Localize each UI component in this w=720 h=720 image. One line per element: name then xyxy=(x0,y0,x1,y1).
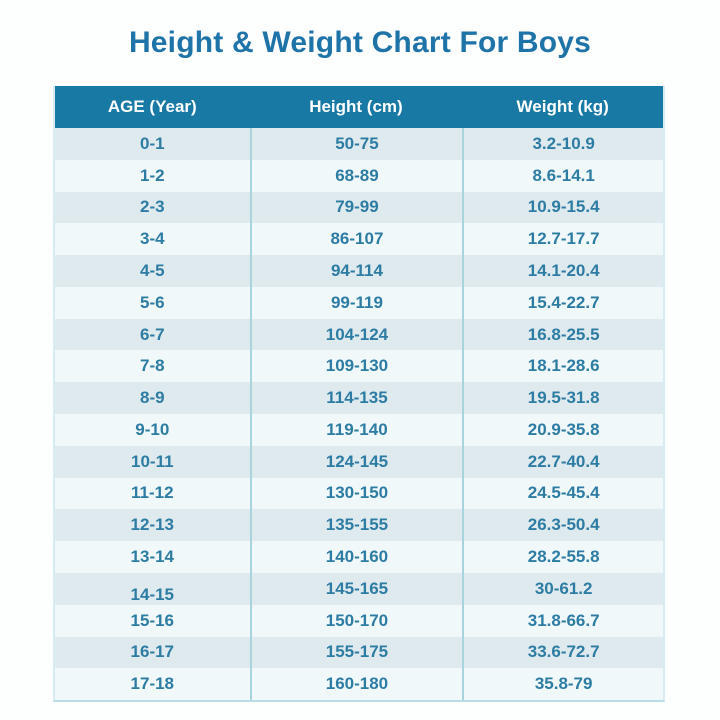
weight-cell: 8.6-14.1 xyxy=(462,159,663,192)
age-cell: 14-15 xyxy=(130,584,175,604)
height-cell: 50-75 xyxy=(249,128,463,160)
height-cell: 160-180 xyxy=(249,668,463,701)
column-header-weight: Weight (kg) xyxy=(516,97,609,116)
weight-cell: 30-61.2 xyxy=(462,572,663,605)
age-cell: 10-11 xyxy=(131,451,174,471)
weight-cell: 19.5-31.8 xyxy=(462,382,663,415)
weight-cell: 22.7-40.4 xyxy=(462,445,663,478)
age-cell: 9-10 xyxy=(135,419,170,439)
age-cell: 2-3 xyxy=(139,197,165,217)
age-cell: 8-9 xyxy=(139,388,165,408)
age-cell: 13-14 xyxy=(130,547,175,567)
weight-cell: 14.1-20.4 xyxy=(462,255,663,287)
column-header-age: AGE (Year) xyxy=(107,97,197,116)
weight-cell: 3.2-10.9 xyxy=(462,128,663,160)
age-cell: 1-2 xyxy=(139,165,165,185)
weight-cell: 16.8-25.5 xyxy=(462,318,663,351)
weight-cell: 24.5-45.4 xyxy=(462,477,663,510)
table-row: 16-17 155-175 33.6-72.7 xyxy=(55,636,663,669)
table-row: 15-16 150-170 31.8-66.7 xyxy=(55,604,663,637)
age-cell: 15-16 xyxy=(130,610,175,630)
weight-cell: 18.1-28.6 xyxy=(462,350,663,383)
height-cell: 79-99 xyxy=(249,191,463,224)
height-cell: 114-135 xyxy=(249,382,463,415)
height-cell: 135-155 xyxy=(249,509,463,542)
weight-cell: 28.2-55.8 xyxy=(462,541,663,573)
weight-cell: 15.4-22.7 xyxy=(462,286,663,319)
age-cell: 11-12 xyxy=(131,483,174,503)
weight-cell: 12.7-17.7 xyxy=(462,223,663,256)
table-row: 7-8 109-130 18.1-28.6 xyxy=(55,350,663,383)
height-cell: 140-160 xyxy=(249,541,463,573)
height-cell: 94-114 xyxy=(249,255,463,287)
weight-cell: 20.9-35.8 xyxy=(462,414,663,446)
age-cell: 5-6 xyxy=(139,292,165,312)
table-row: 5-6 99-119 15.4-22.7 xyxy=(55,286,663,319)
weight-cell: 35.8-79 xyxy=(462,668,663,701)
height-cell: 109-130 xyxy=(249,350,463,383)
table-row: 17-18 160-180 35.8-79 xyxy=(55,668,663,701)
table-row: 4-5 94-114 14.1-20.4 xyxy=(55,255,663,287)
height-cell: 150-170 xyxy=(249,604,463,637)
height-cell: 99-119 xyxy=(249,286,463,319)
table-row: 8-9 114-135 19.5-31.8 xyxy=(55,382,663,415)
table-row: 14-15 145-165 30-61.2 xyxy=(55,572,663,605)
height-weight-table: AGE (Year) Height (cm) Weight (kg) 0-1 50… xyxy=(53,86,665,702)
table-body: 0-1 50-75 3.2-10.9 1-2 68-89 8.6-14.1 2-3 79-99… xyxy=(55,128,663,701)
weight-cell: 10.9-15.4 xyxy=(462,191,663,224)
table-row: 13-14 140-160 28.2-55.8 xyxy=(55,541,663,573)
weight-cell: 31.8-66.7 xyxy=(462,604,663,637)
table-row: 2-3 79-99 10.9-15.4 xyxy=(55,191,663,224)
height-cell: 68-89 xyxy=(249,159,463,192)
height-cell: 145-165 xyxy=(249,572,463,605)
table-row: 11-12 130-150 24.5-45.4 xyxy=(55,477,663,510)
table-row: 3-4 86-107 12.7-17.7 xyxy=(55,223,663,256)
age-cell: 17-18 xyxy=(130,674,175,694)
table-row: 12-13 135-155 26.3-50.4 xyxy=(55,509,663,542)
age-cell: 3-4 xyxy=(139,229,165,249)
table-row: 9-10 119-140 20.9-35.8 xyxy=(55,414,663,446)
table-row: 1-2 68-89 8.6-14.1 xyxy=(55,159,663,192)
height-cell: 119-140 xyxy=(249,414,463,446)
age-cell: 7-8 xyxy=(139,356,165,376)
height-cell: 124-145 xyxy=(249,445,463,478)
height-cell: 155-175 xyxy=(249,636,463,669)
age-cell: 16-17 xyxy=(130,642,175,662)
age-cell: 0-1 xyxy=(139,133,165,153)
height-cell: 130-150 xyxy=(249,477,463,510)
table-row: 0-1 50-75 3.2-10.9 xyxy=(55,128,663,160)
column-header-height: Height (cm) xyxy=(309,97,403,116)
height-cell: 86-107 xyxy=(249,223,463,256)
age-cell: 12-13 xyxy=(130,515,175,535)
table-header-row: AGE (Year) Height (cm) Weight (kg) xyxy=(55,86,663,128)
table-row: 10-11 124-145 22.7-40.4 xyxy=(55,445,663,478)
age-cell: 6-7 xyxy=(139,324,165,344)
page-title: Height & Weight Chart For Boys xyxy=(128,26,592,59)
weight-cell: 26.3-50.4 xyxy=(462,509,663,542)
weight-cell: 33.6-72.7 xyxy=(462,636,663,669)
table-row: 6-7 104-124 16.8-25.5 xyxy=(55,318,663,351)
age-cell: 4-5 xyxy=(139,261,165,281)
height-cell: 104-124 xyxy=(249,318,463,351)
